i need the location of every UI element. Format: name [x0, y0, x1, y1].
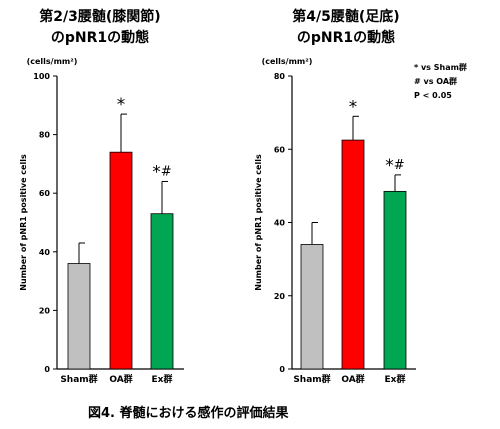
bar-1 [300, 244, 324, 370]
x-category-label: OA群 [341, 373, 364, 385]
chart-title-line: 第4/5腰髄(足底) [292, 8, 399, 25]
x-category-label: Sham群 [293, 373, 330, 385]
y-tick-label: 60 [39, 189, 51, 198]
y-axis-unit: (cells/mm²) [27, 57, 78, 66]
y-tick-label: 80 [39, 131, 51, 140]
x-category-label: OA群 [109, 373, 132, 385]
significance-mark: *# [152, 162, 171, 182]
bar-1 [67, 263, 91, 370]
chart-lumbar-4-5: 第4/5腰髄(足底) のpNR1の動態 (cells/mm²) Number of p… [254, 8, 416, 385]
y-tick-label: 0 [279, 365, 285, 374]
significance-mark: * [349, 97, 358, 117]
y-axis-label: Number of pNR1 positive cells [254, 154, 263, 291]
y-tick-label: 20 [274, 292, 286, 301]
significance-mark: *# [385, 156, 404, 176]
y-axis-label: Number of pNR1 positive cells [19, 154, 28, 291]
y-tick-label: 60 [274, 145, 286, 154]
y-tick-label: 100 [33, 72, 50, 81]
legend-entry-vs-oa: # vs OA群 [414, 76, 457, 86]
bar-3 [150, 213, 174, 370]
y-tick-label: 40 [39, 248, 51, 257]
chart-lumbar-2-3: 第2/3腰髄(膝関節) のpNR1の動態 (cells/mm²) Number of … [19, 8, 184, 385]
y-tick-label: 0 [44, 365, 50, 374]
chart-title-line: のpNR1の動態 [51, 29, 149, 46]
significance-legend: * vs Sham群 # vs OA群 P < 0.05 [414, 62, 467, 100]
x-category-label: Sham群 [60, 373, 97, 385]
y-tick-label: 40 [274, 219, 286, 228]
figure-caption: 図4. 脊髄における感作の評価結果 [88, 405, 289, 421]
significance-mark: * [117, 95, 126, 115]
chart-title-line: のpNR1の動態 [297, 29, 395, 46]
chart-title-line: 第2/3腰髄(膝関節) [39, 8, 160, 25]
y-tick-label: 80 [274, 72, 286, 81]
bar-2 [341, 139, 365, 370]
y-tick-label: 20 [39, 306, 51, 315]
bar-3 [383, 190, 407, 370]
y-axis-unit: (cells/mm²) [262, 57, 313, 66]
bar-2 [109, 151, 133, 370]
x-category-label: Ex群 [385, 373, 406, 385]
x-category-label: Ex群 [152, 373, 173, 385]
legend-entry-p-value: P < 0.05 [414, 91, 452, 100]
legend-entry-vs-sham: * vs Sham群 [414, 62, 467, 72]
